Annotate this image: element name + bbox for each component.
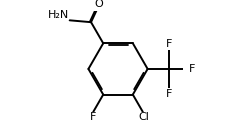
Text: F: F bbox=[166, 39, 172, 49]
Text: H₂N: H₂N bbox=[48, 10, 69, 20]
Text: O: O bbox=[94, 0, 103, 9]
Text: F: F bbox=[166, 89, 172, 99]
Text: Cl: Cl bbox=[138, 113, 149, 122]
Text: F: F bbox=[90, 113, 96, 122]
Text: F: F bbox=[189, 64, 195, 74]
